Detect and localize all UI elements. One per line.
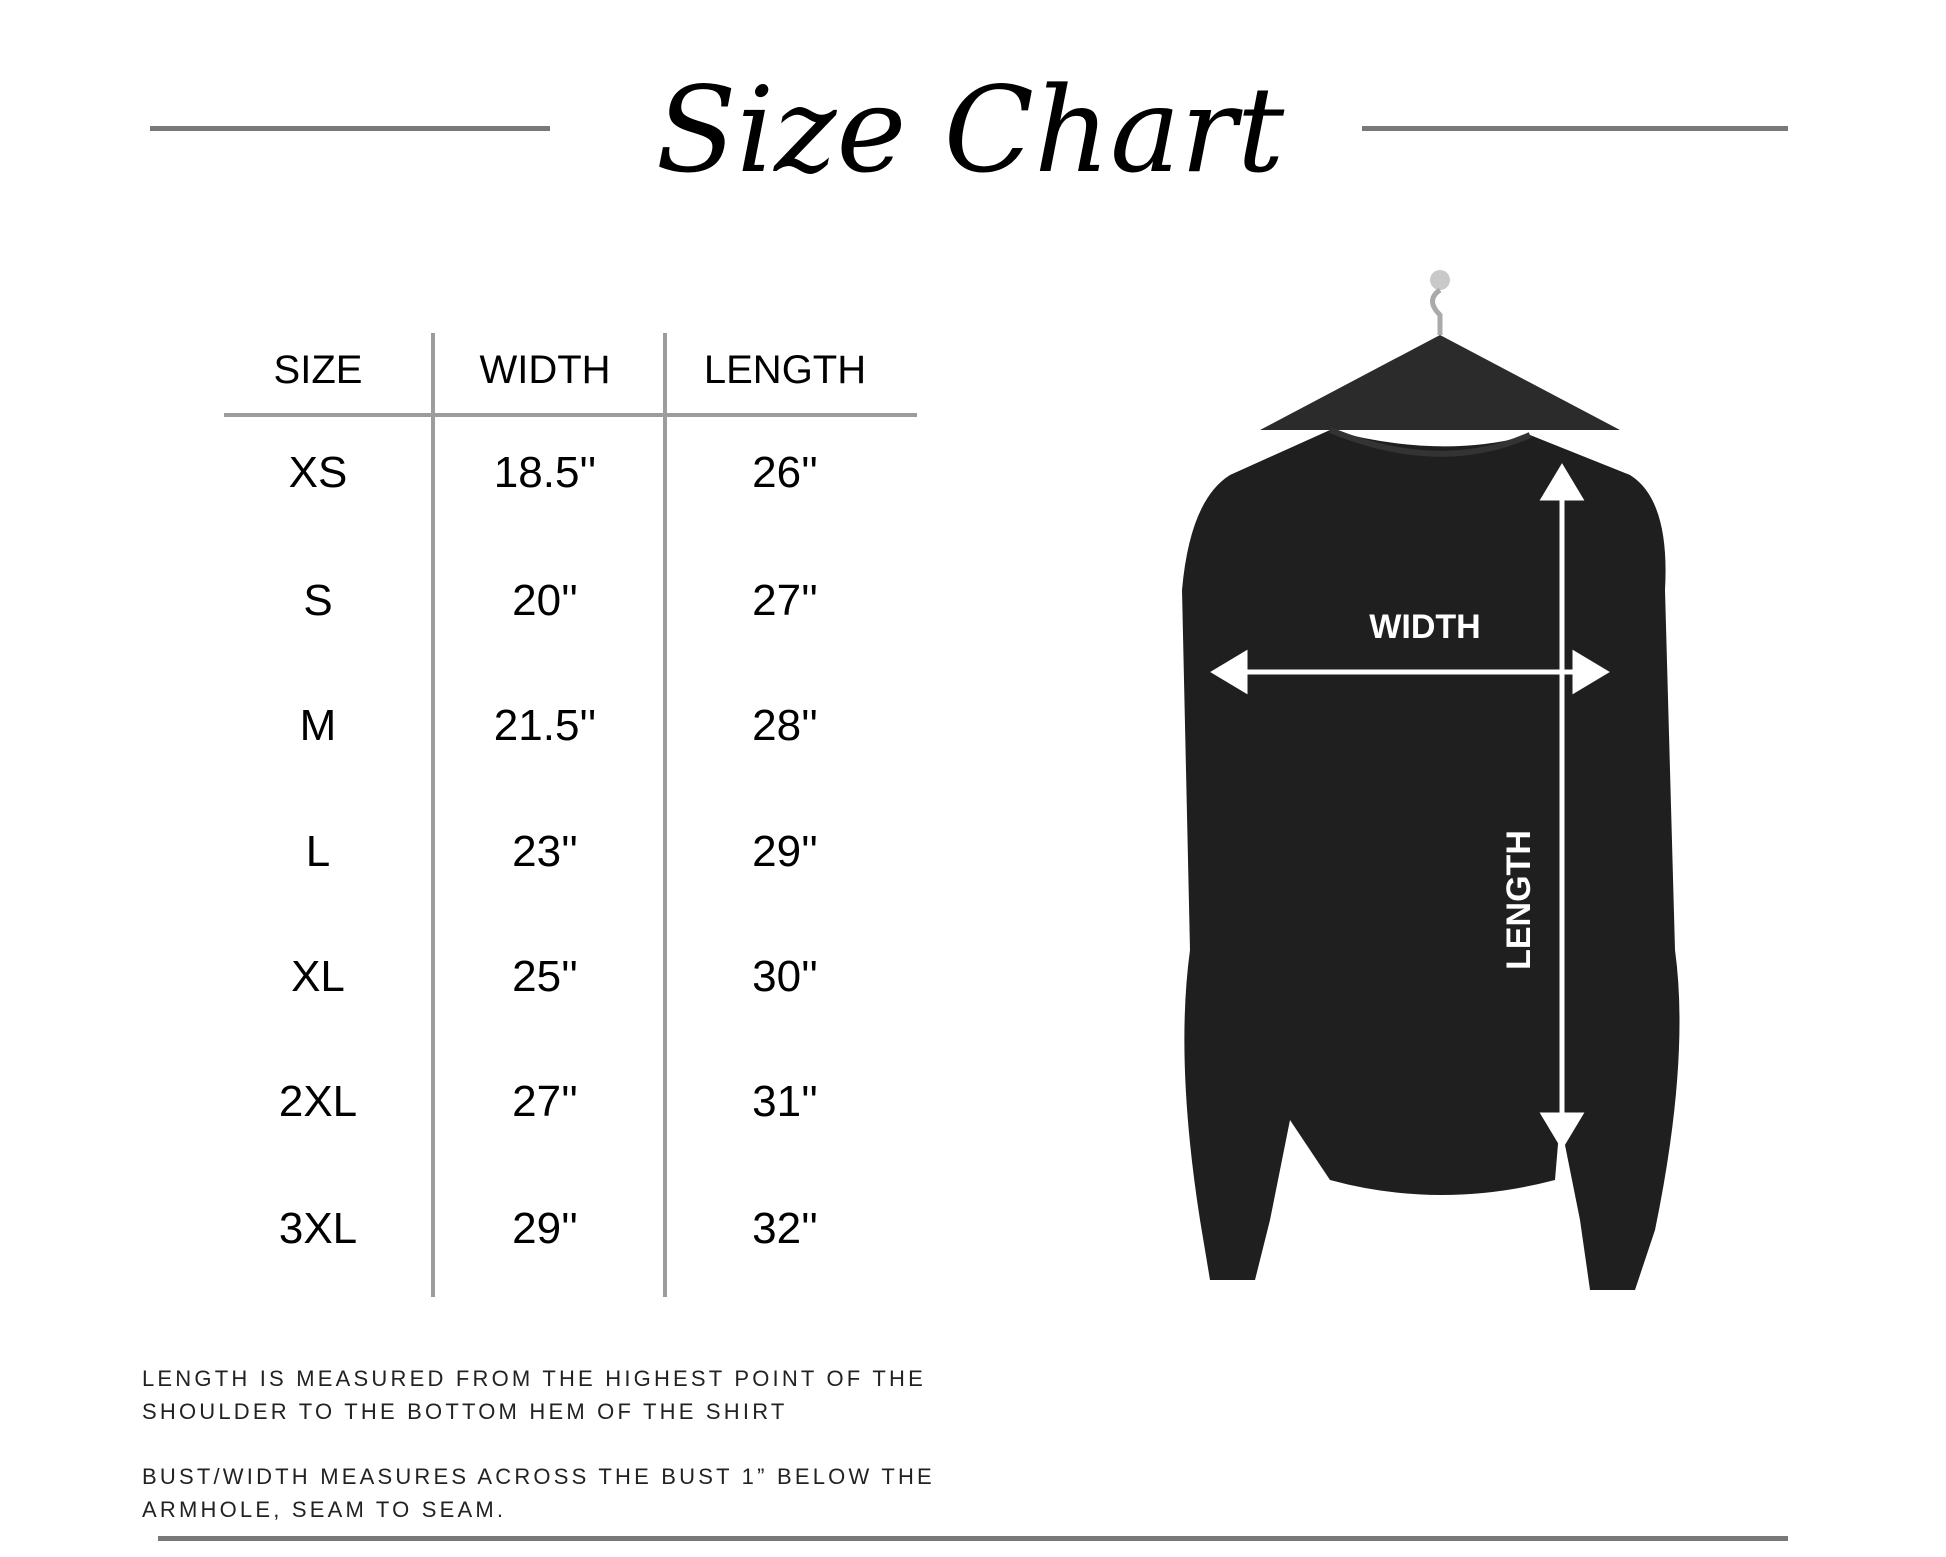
cell-size: 2XL	[278, 1077, 358, 1126]
title-rule-right	[1362, 126, 1788, 131]
width-note-line2: ARMHOLE, SEAM TO SEAM.	[142, 1497, 507, 1522]
cell-size: L	[305, 827, 331, 876]
header-length: LENGTH	[703, 348, 867, 392]
arrow-up-icon	[1539, 463, 1585, 501]
cell-length: 32''	[752, 1204, 818, 1253]
cell-width: 25''	[512, 952, 578, 1001]
cell-size: S	[303, 576, 333, 625]
cell-width: 23''	[512, 827, 578, 876]
sweatshirt-diagram: WIDTH LENGTH	[1182, 270, 1680, 1290]
column-divider	[663, 333, 667, 1297]
cell-width: 20''	[512, 576, 578, 625]
page-title: Size Chart	[655, 61, 1285, 199]
header-size: SIZE	[273, 348, 363, 392]
header-width: WIDTH	[479, 348, 611, 392]
length-note-line1: LENGTH IS MEASURED FROM THE HIGHEST POIN…	[142, 1366, 926, 1391]
length-label: LENGTH	[1500, 830, 1538, 970]
measure-arrows	[1210, 463, 1610, 1150]
column-divider	[431, 333, 435, 1297]
cell-length: 26''	[752, 448, 818, 497]
bottom-rule	[158, 1536, 1788, 1541]
sweatshirt-body	[1182, 430, 1680, 1290]
arrow-right-icon	[1572, 649, 1610, 695]
cell-length: 30''	[752, 952, 818, 1001]
length-note-line2: SHOULDER TO THE BOTTOM HEM OF THE SHIRT	[142, 1399, 788, 1424]
cell-size: XL	[291, 952, 345, 1001]
cell-size: 3XL	[278, 1204, 358, 1253]
cell-width: 21.5''	[493, 701, 597, 750]
hanger-icon	[1260, 270, 1620, 430]
title-rule-left	[150, 126, 550, 131]
cell-length: 27''	[752, 576, 818, 625]
arrow-down-icon	[1539, 1112, 1585, 1150]
cell-length: 29''	[752, 827, 818, 876]
cell-width: 18.5''	[493, 448, 597, 497]
cell-size: M	[299, 701, 337, 750]
width-note-line1: BUST/WIDTH MEASURES ACROSS THE BUST 1” B…	[142, 1464, 935, 1489]
cell-width: 27''	[512, 1077, 578, 1126]
cell-length: 28''	[752, 701, 818, 750]
width-label: WIDTH	[1369, 608, 1480, 646]
header-divider	[224, 413, 917, 417]
cell-length: 31''	[752, 1077, 818, 1126]
cell-size: XS	[288, 448, 348, 497]
arrow-left-icon	[1210, 649, 1248, 695]
cell-width: 29''	[512, 1204, 578, 1253]
